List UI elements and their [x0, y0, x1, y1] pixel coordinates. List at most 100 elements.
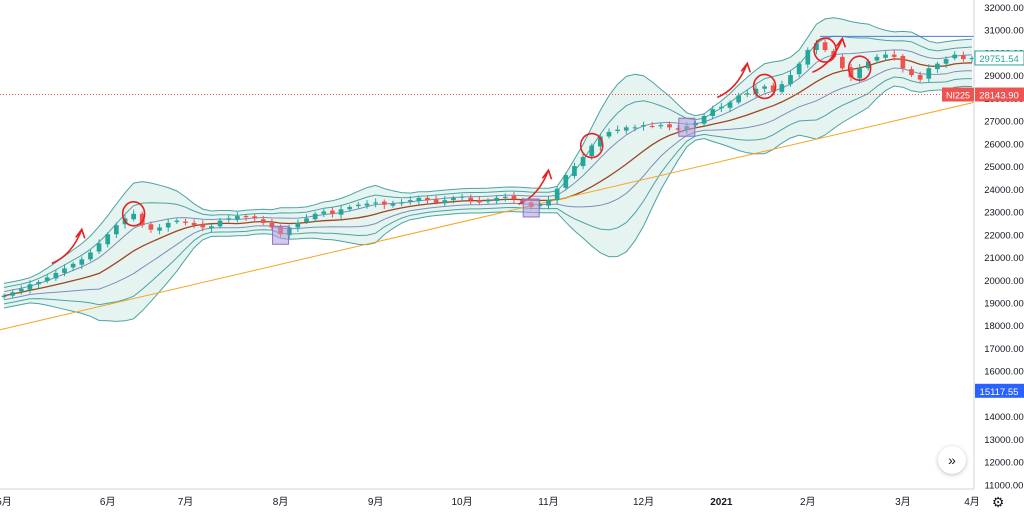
candle-up: [952, 54, 958, 59]
annotation-arrow[interactable]: [812, 36, 847, 74]
candle-down: [200, 224, 206, 228]
y-tick-label: 29000.00: [984, 71, 1024, 82]
candle-up: [356, 204, 361, 207]
x-tick-label: 2月: [800, 496, 816, 508]
support-trendline[interactable]: [0, 101, 975, 331]
candle-up: [399, 202, 404, 204]
candle-up: [572, 166, 577, 177]
candle-up: [79, 259, 85, 265]
candle-up: [390, 203, 396, 206]
trendlines: [0, 35, 975, 331]
annotation-arrow[interactable]: [518, 168, 553, 205]
y-tick-label: 22000.00: [984, 230, 1024, 241]
candle-up: [347, 206, 353, 210]
candle-up: [693, 122, 698, 126]
candle-up: [632, 127, 638, 129]
candle-up: [563, 175, 569, 188]
highlight-box[interactable]: [678, 117, 696, 137]
symbol-label: NI225: [946, 91, 970, 101]
candle-up: [546, 200, 551, 206]
candle-up: [753, 88, 759, 95]
candle-up: [943, 59, 949, 64]
candle-up: [165, 222, 171, 228]
candle-up: [814, 43, 819, 51]
candle-up: [416, 197, 422, 202]
candle-up: [762, 86, 767, 89]
annotation-circle[interactable]: [579, 132, 604, 159]
highlight-box[interactable]: [272, 225, 290, 245]
last-price-label-bg: [975, 87, 1024, 102]
y-tick-label: 12000.00: [984, 458, 1024, 469]
candle-down: [917, 75, 923, 80]
candle-up: [304, 218, 309, 222]
candle-up: [338, 209, 344, 215]
candle-down: [511, 195, 517, 200]
candle-up: [589, 145, 595, 157]
scroll-to-realtime-button[interactable]: »: [938, 446, 966, 474]
candles: [1, 38, 975, 300]
candle-up: [485, 200, 491, 202]
y-tick-label: 11000.00: [985, 480, 1024, 491]
time-axis: 5月 6月 7月 8月 9月 10月 11月 12月 2021 2月 3月 4月: [0, 488, 980, 508]
gear-icon[interactable]: ⚙: [991, 494, 1005, 510]
y-tick-label: 18000.00: [984, 321, 1024, 332]
candle-up: [88, 252, 93, 260]
candle-down: [840, 56, 845, 69]
candle-up: [217, 220, 223, 227]
candle-up: [969, 57, 975, 60]
candle-up: [494, 197, 499, 202]
candle-up: [658, 125, 664, 127]
candle-down: [433, 199, 439, 203]
last-price-label: 28143.90: [979, 91, 1019, 102]
y-tick-label: 21000.00: [984, 253, 1024, 264]
candle-up: [53, 272, 59, 279]
candle-up: [865, 61, 871, 69]
bollinger-bands: [3, 17, 973, 322]
y-tick-label: 25000.00: [984, 162, 1024, 173]
candle-down: [770, 85, 776, 91]
candle-down: [822, 42, 828, 51]
candle-down: [260, 219, 266, 223]
candle-down: [520, 199, 525, 203]
candle-down: [252, 216, 257, 219]
x-tick-label: 7月: [178, 496, 194, 508]
y-tick-label: 13000.00: [984, 435, 1024, 446]
candle-up: [883, 54, 888, 58]
candle-down: [649, 126, 655, 128]
candle-up: [373, 202, 378, 204]
candle-up: [598, 136, 603, 147]
y-tick-label: 20000.00: [984, 276, 1024, 287]
candle-down: [191, 222, 197, 226]
x-tick-label: 6月: [100, 496, 116, 508]
y-tick-label: 19000.00: [984, 298, 1024, 309]
band-upper-3: [3, 17, 973, 284]
candle-down: [477, 200, 482, 203]
candle-up: [62, 268, 67, 273]
price-axis: 32000.0031000.0030000.0029000.0028000.00…: [973, 0, 1024, 491]
last-price-label-symbol-bg: [942, 87, 974, 102]
annotation-circle[interactable]: [752, 73, 777, 100]
candle-up: [321, 211, 327, 214]
annotation-circle[interactable]: [813, 37, 837, 63]
band-lower-2: [3, 76, 973, 306]
candle-down: [148, 224, 154, 230]
candle-up: [710, 109, 716, 116]
annotation-arrow[interactable]: [51, 227, 86, 265]
x-tick-label: 2021: [710, 497, 733, 508]
candle-up: [623, 127, 629, 131]
candle-up: [580, 156, 586, 167]
candle-down: [909, 69, 914, 76]
annotation-circle[interactable]: [847, 55, 872, 82]
annotation-arrow[interactable]: [716, 61, 752, 99]
candle-up: [235, 216, 240, 220]
annotation-circle[interactable]: [121, 200, 146, 227]
candle-up: [926, 68, 932, 79]
candle-up: [312, 213, 318, 220]
x-tick-label: 8月: [273, 496, 289, 508]
candle-up: [857, 68, 862, 79]
y-tick-label: 31000.00: [984, 26, 1024, 37]
highlight-box[interactable]: [522, 198, 540, 218]
x-tick-label: 9月: [368, 496, 384, 508]
